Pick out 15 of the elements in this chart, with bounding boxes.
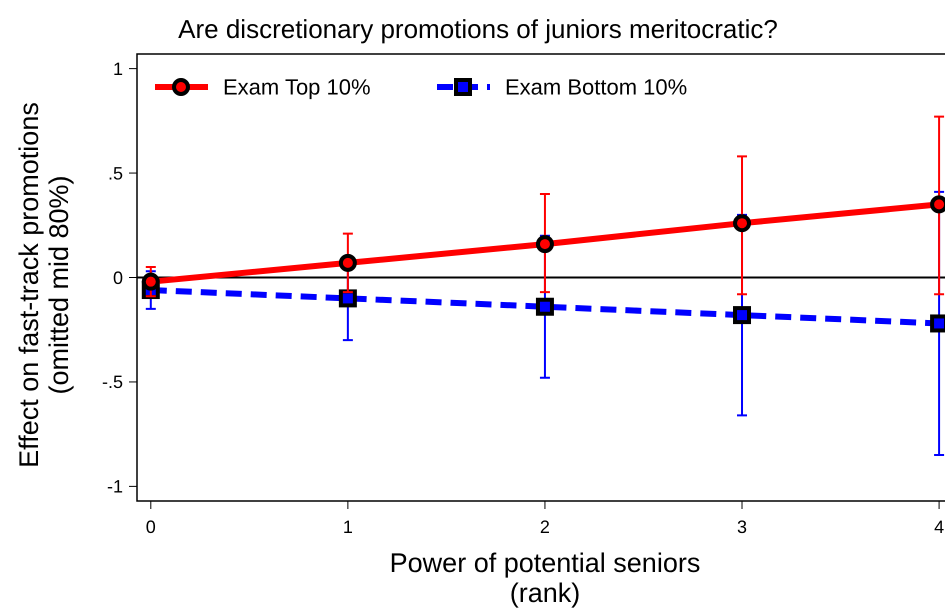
x-tick-label: 2 bbox=[540, 517, 550, 537]
y-tick-label: -.5 bbox=[102, 372, 123, 392]
y-tick-label: -1 bbox=[106, 476, 123, 497]
y-tick-label: .5 bbox=[108, 163, 123, 184]
x-tick-label: 3 bbox=[737, 517, 748, 537]
x-tick-label: 1 bbox=[342, 517, 353, 537]
y-tick-label: 0 bbox=[112, 268, 123, 288]
y-axis-title: Effect on fast-track promotions (omitted mid 80%) bbox=[14, 102, 74, 468]
legend-label: Exam Top 10% bbox=[223, 74, 371, 100]
legend-label: Exam Bottom 10% bbox=[505, 74, 688, 100]
x-axis-title: Power of potential seniors (rank) bbox=[390, 548, 700, 608]
x-tick-label: 4 bbox=[934, 517, 944, 537]
y-tick-label: 1 bbox=[112, 58, 123, 79]
chart-title: Are discretionary promotions of juniors meritocratic? bbox=[178, 14, 778, 44]
x-tick-label: 0 bbox=[146, 517, 156, 537]
